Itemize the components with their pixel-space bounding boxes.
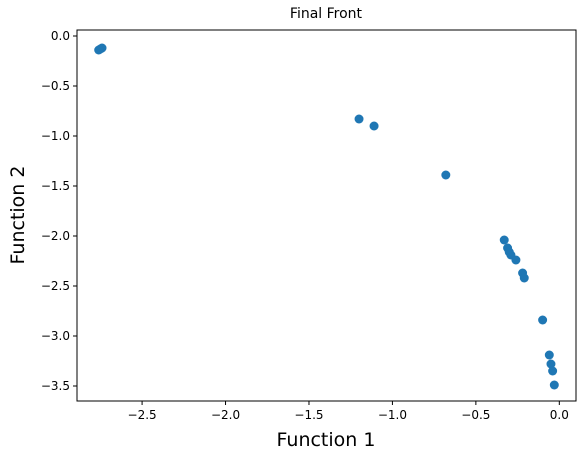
y-tick-label: −1.5 bbox=[41, 179, 70, 193]
point bbox=[441, 170, 451, 180]
point bbox=[519, 273, 529, 283]
y-tick-label: −3.0 bbox=[41, 329, 70, 343]
x-tick-label: 0.0 bbox=[550, 408, 569, 422]
y-tick-label: −3.5 bbox=[41, 379, 70, 393]
x-tick-label: −2.0 bbox=[211, 408, 240, 422]
point bbox=[549, 380, 559, 390]
point bbox=[499, 235, 509, 245]
x-tick-label: −0.5 bbox=[461, 408, 490, 422]
point bbox=[94, 45, 104, 55]
y-tick-label: −2.5 bbox=[41, 279, 70, 293]
x-axis-label: Function 1 bbox=[277, 429, 376, 451]
x-tick-label: −2.5 bbox=[128, 408, 157, 422]
point bbox=[546, 359, 556, 369]
point bbox=[548, 366, 558, 376]
point bbox=[369, 121, 379, 131]
point bbox=[354, 114, 364, 124]
y-tick-label: 0.0 bbox=[51, 29, 70, 43]
x-tick-label: −1.0 bbox=[378, 408, 407, 422]
y-tick-label: −1.0 bbox=[41, 129, 70, 143]
plot-frame bbox=[76, 29, 577, 402]
y-tick-label: −2.0 bbox=[41, 229, 70, 243]
point bbox=[544, 350, 554, 360]
y-tick-label: −0.5 bbox=[41, 79, 70, 93]
chart-title: Final Front bbox=[290, 6, 363, 22]
y-axis-label: Function 2 bbox=[7, 166, 29, 265]
point bbox=[511, 255, 521, 265]
x-tick-label: −1.5 bbox=[294, 408, 323, 422]
point bbox=[538, 315, 548, 325]
